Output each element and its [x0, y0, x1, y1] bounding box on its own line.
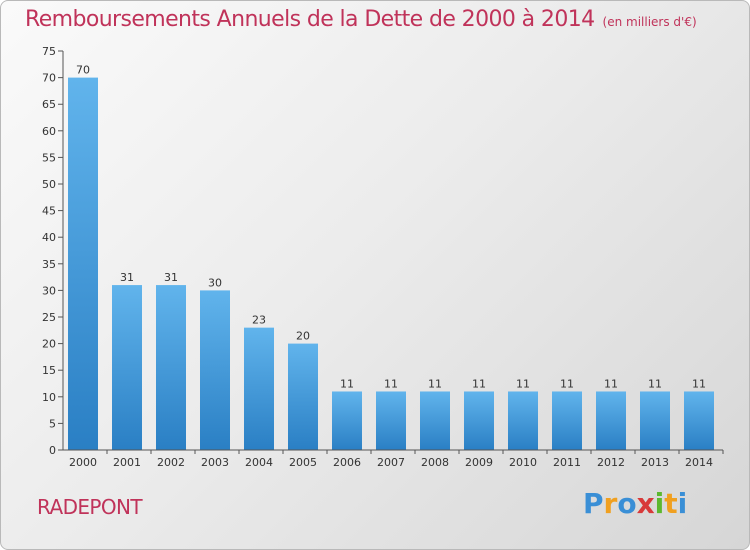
logo-letter: i [654, 487, 665, 520]
x-tick-label: 2012 [597, 456, 625, 469]
bar-2001 [112, 285, 142, 450]
logo-letter: o [617, 487, 637, 520]
data-label: 11 [560, 377, 574, 390]
y-tick-label: 15 [42, 364, 56, 377]
y-tick-label: 0 [49, 444, 56, 457]
bar-2000 [68, 77, 98, 450]
data-label: 11 [648, 377, 662, 390]
bar-2006 [332, 391, 362, 450]
chart-title: Remboursements Annuels de la Dette de 20… [25, 7, 697, 32]
bars: 70 31 31 30 23 20 11 11 11 11 11 11 11 11 11 [68, 64, 714, 450]
bar-2013 [640, 391, 670, 450]
x-tick-label: 2002 [157, 456, 185, 469]
x-tick-label: 2009 [465, 456, 493, 469]
logo-letter: P [583, 487, 604, 520]
y-tick-label: 10 [42, 391, 56, 404]
data-label: 11 [340, 377, 354, 390]
bar-2005 [288, 343, 318, 450]
y-tick-label: 30 [42, 284, 56, 297]
y-tick-label: 20 [42, 338, 56, 351]
data-label: 11 [604, 377, 618, 390]
data-label: 30 [208, 276, 222, 289]
y-tick-label: 45 [42, 205, 56, 218]
bar-2002 [156, 285, 186, 450]
data-label: 70 [76, 64, 90, 77]
place-name: RADEPONT [37, 495, 143, 519]
data-label: 11 [692, 377, 706, 390]
bar-2011 [552, 391, 582, 450]
data-label: 31 [120, 271, 134, 284]
logo-letter: t [664, 487, 678, 520]
logo-letter: x [636, 487, 655, 520]
bar-2004 [244, 327, 274, 450]
data-label: 11 [516, 377, 530, 390]
x-tick-label: 2000 [69, 456, 97, 469]
y-tick-label: 75 [42, 45, 56, 58]
y-tick-label: 70 [42, 72, 56, 85]
x-tick-label: 2010 [509, 456, 537, 469]
x-tick-label: 2006 [333, 456, 361, 469]
x-axis: 2000 2001 2002 2003 2004 2005 2006 2007 2008 2009… [63, 449, 724, 469]
bar-2008 [420, 391, 450, 450]
y-tick-label: 5 [49, 417, 56, 430]
y-axis: 0 5 10 15 20 25 30 35 40 45 50 55 60 65 70 75 [42, 45, 64, 457]
proxiti-logo: Proxiti [583, 487, 687, 520]
data-label: 11 [428, 377, 442, 390]
data-label: 11 [472, 377, 486, 390]
logo-letter: i [677, 487, 688, 520]
x-tick-label: 2013 [641, 456, 669, 469]
bar-2010 [508, 391, 538, 450]
bar-2007 [376, 391, 406, 450]
x-tick-label: 2014 [685, 456, 713, 469]
y-tick-label: 35 [42, 258, 56, 271]
chart-subtitle: (en milliers d'€) [602, 15, 697, 29]
data-label: 20 [296, 330, 310, 343]
logo-letter: r [603, 487, 618, 520]
y-tick-label: 40 [42, 231, 56, 244]
bar-2009 [464, 391, 494, 450]
x-tick-label: 2001 [113, 456, 141, 469]
y-tick-label: 65 [42, 98, 56, 111]
bar-2003 [200, 290, 230, 450]
x-tick-label: 2008 [421, 456, 449, 469]
x-tick-label: 2007 [377, 456, 405, 469]
x-tick-label: 2004 [245, 456, 273, 469]
data-label: 23 [252, 314, 266, 327]
x-tick-label: 2005 [289, 456, 317, 469]
y-tick-label: 25 [42, 311, 56, 324]
y-tick-label: 50 [42, 178, 56, 191]
y-tick-label: 55 [42, 151, 56, 164]
x-tick-label: 2011 [553, 456, 581, 469]
data-label: 31 [164, 271, 178, 284]
data-label: 11 [384, 377, 398, 390]
y-tick-label: 60 [42, 125, 56, 138]
x-tick-label: 2003 [201, 456, 229, 469]
bar-2012 [596, 391, 626, 450]
bar-2014 [684, 391, 714, 450]
